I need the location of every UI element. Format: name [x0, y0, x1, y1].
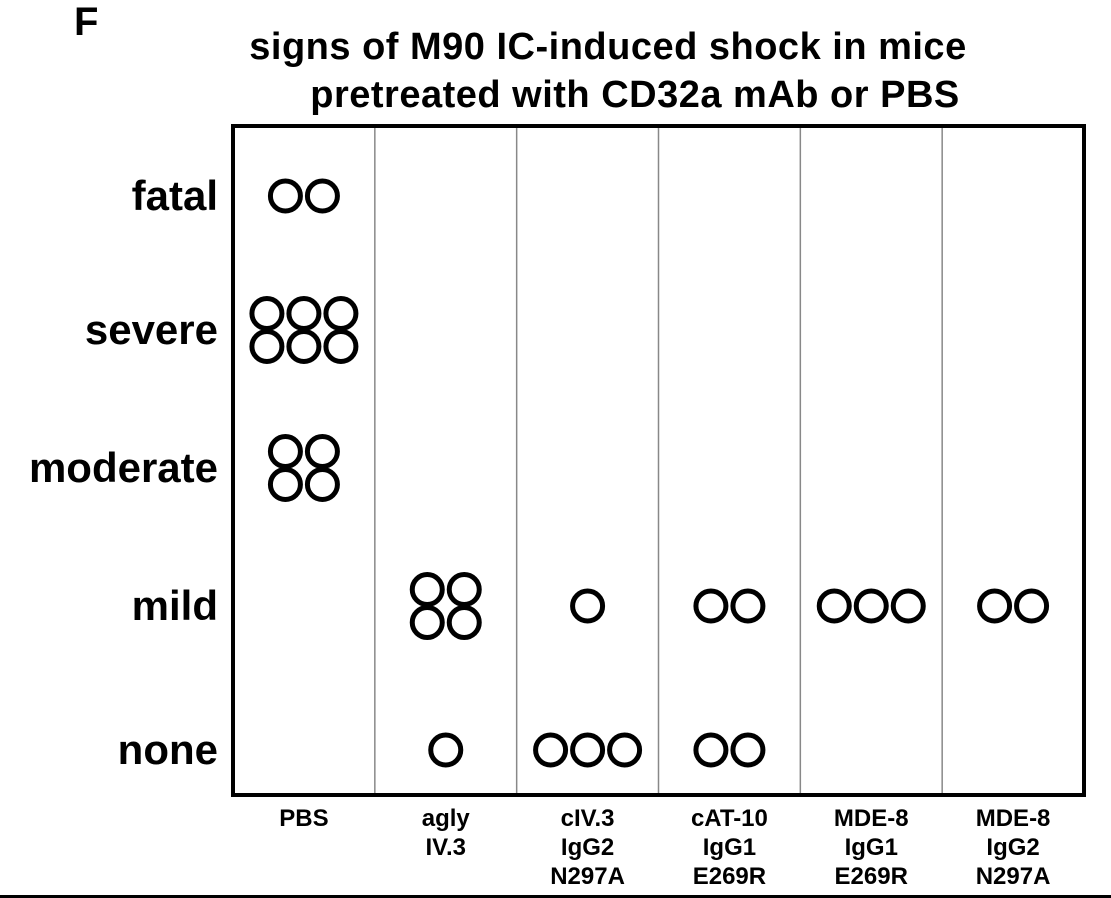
x-tick-label: IgG2	[986, 834, 1039, 861]
x-tick-label: cIV.3	[561, 805, 615, 832]
plot-frame	[231, 124, 1086, 797]
data-point-mild	[890, 588, 926, 624]
data-point-severe	[249, 329, 285, 364]
x-tick-label: IgG1	[703, 834, 756, 861]
data-point-moderate	[267, 434, 303, 469]
data-point-mild	[693, 588, 729, 624]
data-point-mild	[1014, 588, 1050, 624]
data-point-mild	[730, 588, 766, 624]
data-point-severe	[286, 296, 322, 331]
y-tick-label-mild: mild	[132, 582, 218, 629]
data-point-severe	[323, 329, 359, 364]
chart-title-line-2: pretreated with CD32a mAb or PBS	[310, 74, 960, 116]
x-tick-label: IgG1	[845, 834, 898, 861]
data-point-moderate	[304, 434, 340, 469]
y-tick-label-moderate: moderate	[29, 444, 218, 491]
data-point-fatal	[267, 178, 303, 214]
data-point-mild	[853, 588, 889, 624]
data-point-severe	[286, 329, 322, 364]
y-tick-label-severe: severe	[85, 306, 218, 353]
bottom-rule	[0, 895, 1111, 898]
data-point-mild	[409, 605, 445, 640]
data-point-none	[607, 732, 643, 768]
x-tick-label: E269R	[835, 863, 908, 890]
x-tick-label: IV.3	[426, 834, 467, 861]
data-point-mild	[570, 588, 606, 624]
data-point-mild	[409, 572, 445, 607]
data-point-severe	[323, 296, 359, 331]
data-point-none	[533, 732, 569, 768]
x-tick-label: agly	[422, 805, 471, 832]
x-tick-label: PBS	[279, 805, 328, 832]
data-point-none	[428, 732, 464, 768]
data-point-none	[693, 732, 729, 768]
x-tick-label: IgG2	[561, 834, 614, 861]
chart-title-line-1: signs of M90 IC-induced shock in mice	[249, 26, 967, 68]
x-tick-label: E269R	[693, 863, 766, 890]
data-point-fatal	[304, 178, 340, 214]
panel-letter: F	[74, 0, 99, 44]
x-tick-label: MDE-8	[834, 805, 909, 832]
x-tick-label: N297A	[550, 863, 625, 890]
data-point-moderate	[304, 467, 340, 502]
data-point-none	[570, 732, 606, 768]
data-point-mild	[446, 605, 482, 640]
y-tick-label-fatal: fatal	[132, 172, 218, 219]
data-point-mild	[977, 588, 1013, 624]
data-point-mild	[446, 572, 482, 607]
x-tick-label: cAT-10	[691, 805, 768, 832]
x-tick-label: MDE-8	[976, 805, 1051, 832]
data-point-none	[730, 732, 766, 768]
y-tick-label-none: none	[118, 726, 218, 773]
data-point-severe	[249, 296, 285, 331]
data-point-moderate	[267, 467, 303, 502]
x-tick-label: N297A	[976, 863, 1051, 890]
data-point-mild	[816, 588, 852, 624]
